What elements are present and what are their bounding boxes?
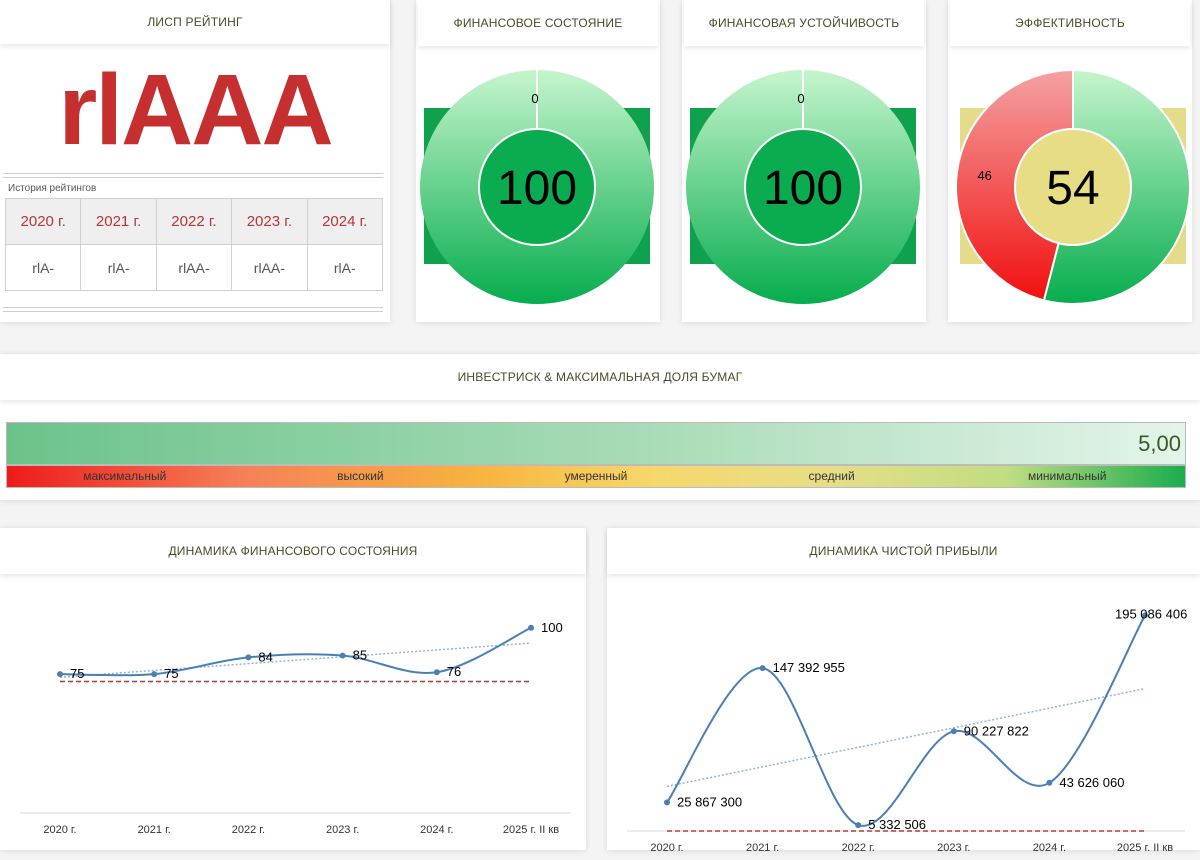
scale-label: минимальный	[1027, 469, 1107, 483]
history-rating: rlA-	[80, 244, 157, 291]
data-label: 85	[353, 648, 367, 663]
data-point	[151, 671, 158, 678]
scale-label: средний	[808, 469, 855, 483]
data-label: 100	[541, 620, 563, 635]
data-point	[528, 624, 534, 631]
data-point	[433, 669, 440, 676]
trend-line	[59, 642, 532, 679]
history-rating: rlAA-	[155, 244, 233, 291]
history-rating: rlA-	[4, 244, 82, 291]
investrisk-header: ИНВЕСТРИСК & МАКСИМАЛЬНАЯ ДОЛЯ БУМАГ	[0, 354, 1200, 400]
x-tick-label: 2023 г.	[937, 842, 970, 854]
gauge-center	[744, 128, 862, 246]
x-tick-label: 2023 г.	[326, 824, 359, 836]
gauge-value: 100	[497, 162, 577, 215]
gauge-center	[478, 128, 596, 246]
data-point	[759, 665, 766, 672]
data-point	[245, 654, 252, 661]
scale-label: умеренный	[564, 469, 628, 483]
efficiency-gauge: 54 46	[955, 68, 1191, 305]
fin-chart-panel	[0, 528, 586, 850]
trend-line	[666, 687, 1146, 788]
x-tick-label: 2021 г.	[746, 842, 779, 854]
data-point	[950, 728, 957, 735]
investrisk-value: 5,00	[1138, 431, 1181, 456]
gauge-value: 54	[1046, 162, 1099, 215]
fin-stability-gauge: 100 0	[686, 70, 920, 304]
history-year: 2021 г.	[80, 198, 157, 245]
efficiency-header: ЭФФЕКТИВНОСТЬ	[950, 0, 1190, 46]
history-year: 2020 г.	[4, 198, 82, 245]
data-label: 5 332 506	[868, 817, 926, 832]
profit-chart-panel	[607, 528, 1200, 850]
history-rating: rlA-	[306, 244, 384, 291]
fin-chart-header: ДИНАМИКА ФИНАНСОВОГО СОСТОЯНИЯ	[0, 528, 586, 574]
series-line	[666, 614, 1146, 827]
data-label: 90 227 822	[964, 723, 1029, 738]
data-point	[339, 652, 346, 659]
data-point	[1142, 612, 1148, 619]
fin-stability-header: ФИНАНСОВАЯ УСТОЙЧИВОСТЬ	[684, 0, 924, 46]
x-tick-label: 2021 г.	[138, 824, 171, 836]
data-label: 147 392 955	[773, 660, 845, 675]
data-label: 84	[258, 649, 272, 664]
fin-state-header: ФИНАНСОВОЕ СОСТОЯНИЕ	[418, 0, 658, 46]
x-tick-label: 2020 г.	[43, 824, 76, 836]
net-profit-chart: 25 867 300 147 392 955 5 332 506 90 227 822…	[627, 606, 1187, 854]
fin-state-chart: 75 75 84 85 76 100 2020 г. 2021 г. 2022 г. 2023 г…	[20, 620, 571, 836]
history-year: 2023 г.	[231, 198, 308, 245]
divider	[3, 173, 383, 178]
data-label: 195 086 406	[1115, 606, 1187, 621]
gauge-remainder-label: 46	[977, 168, 991, 183]
data-label: 76	[447, 664, 461, 679]
profit-chart-header: ДИНАМИКА ЧИСТОЙ ПРИБЫЛИ	[607, 528, 1200, 574]
scale-label: максимальный	[83, 469, 167, 483]
lisp-header: ЛИСП РЕЙТИНГ	[0, 0, 390, 44]
lisp-rating-logo: rlAAA	[58, 54, 333, 166]
x-tick-label: 2025 г. II кв	[503, 824, 559, 836]
data-label: 75	[70, 666, 84, 681]
investrisk-bar: 5,00	[6, 422, 1186, 465]
history-rating: rlAA-	[231, 244, 308, 291]
data-point	[57, 671, 63, 678]
risk-scale: максимальный высокий умеренный средний м…	[6, 465, 1186, 488]
divider	[3, 307, 383, 312]
x-tick-label: 2020 г.	[650, 842, 683, 854]
history-year: 2024 г.	[306, 198, 384, 245]
x-tick-label: 2022 г.	[232, 824, 265, 836]
x-tick-label: 2022 г.	[842, 842, 875, 854]
data-point	[1046, 779, 1053, 786]
history-label: История рейтингов	[8, 183, 97, 194]
data-label: 25 867 300	[677, 794, 742, 809]
data-label: 43 626 060	[1059, 775, 1124, 790]
x-tick-label: 2024 г.	[420, 824, 453, 836]
data-point	[664, 799, 670, 806]
gauge-remainder-label: 0	[531, 91, 538, 106]
fin-state-gauge: 100 0	[420, 70, 654, 304]
x-tick-label: 2024 г.	[1033, 842, 1066, 854]
gauge-center	[1014, 128, 1132, 246]
history-year: 2022 г.	[155, 198, 233, 245]
data-point	[855, 822, 862, 829]
gauge-remainder-label: 0	[797, 91, 804, 106]
rating-history-table: 2020 г. 2021 г. 2022 г. 2023 г. 2024 г. …	[4, 198, 384, 291]
x-tick-label: 2025 г. II кв	[1117, 842, 1173, 854]
series-line	[59, 626, 532, 677]
gauge-value: 100	[763, 162, 843, 215]
data-label: 75	[164, 666, 178, 681]
scale-label: высокий	[337, 469, 384, 483]
